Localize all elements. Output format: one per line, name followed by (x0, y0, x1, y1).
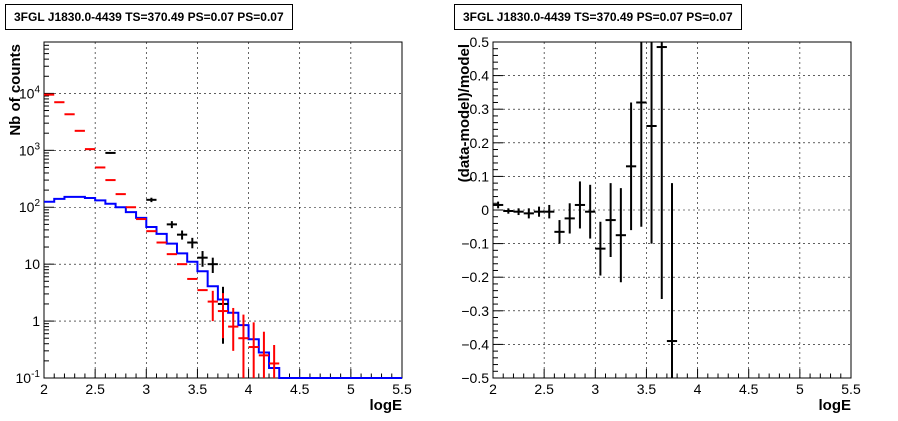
x-axis-title: logE (819, 397, 852, 414)
x-tick-label: 3.5 (188, 381, 208, 397)
y-tick-label: −0.1 (461, 236, 489, 252)
left-chart-title: 3FGL J1830.0-4439 TS=370.49 PS=0.07 PS=0… (5, 4, 293, 30)
y-tick-label: 0.3 (470, 101, 490, 117)
model-histogram-line (44, 195, 402, 379)
left-chart-panel: 2 2.5 3 3.5 4 4.5 5 5.5 10-1 1 10 102 103 104 logE Nb o… (5, 4, 412, 414)
y-tick-label: 10 (24, 256, 40, 272)
x-axis-title: logE (370, 397, 403, 414)
y-tick-label: 0 (481, 202, 489, 218)
x-tick-label: 3 (591, 381, 599, 397)
y-tick-label: 1 (32, 313, 40, 329)
right-chart-title: 3FGL J1830.0-4439 TS=370.49 PS=0.07 PS=0… (454, 4, 742, 30)
x-tick-label: 4.5 (290, 381, 310, 397)
y-tick-label: −0.2 (461, 269, 489, 285)
y-tick-label: 0.1 (470, 168, 490, 184)
right-chart-panel: 2 2.5 3 3.5 4 4.5 5 5.5 −0.5 −0.4 −0.3 −0.2 −0.1 0 0.1… (449, 0, 898, 421)
y-tick-label: 103 (19, 141, 41, 158)
y-tick-label: 0.2 (470, 135, 490, 151)
x-tick-label: 5.5 (392, 381, 412, 397)
y-tick-label: 0.5 (470, 34, 490, 50)
x-tick-label: 5.5 (841, 381, 861, 397)
x-tick-label: 2.5 (85, 381, 105, 397)
counts-chart: 2 2.5 3 3.5 4 4.5 5 5.5 10-1 1 10 102 103 104 logE Nb o… (7, 41, 412, 414)
y-tick-label: −0.4 (461, 336, 489, 352)
y-axis-title: Nb of counts (7, 44, 24, 136)
x-tick-label: 5 (796, 381, 804, 397)
y-axis-title: (data-model)/model (456, 44, 473, 182)
x-tick-label: 3.5 (637, 381, 657, 397)
x-tick-label: 2 (40, 381, 48, 397)
x-tick-label: 4 (694, 381, 702, 397)
y-tick-label: 10-1 (16, 369, 41, 386)
x-tick-label: 4 (245, 381, 253, 397)
y-tick-label: −0.5 (461, 370, 489, 386)
x-tick-label: 2 (489, 381, 497, 397)
y-tick-label: 104 (19, 84, 41, 101)
x-tick-label: 2.5 (534, 381, 554, 397)
y-tick-label: 102 (19, 198, 41, 215)
x-tick-label: 4.5 (739, 381, 759, 397)
y-tick-label: 0.4 (470, 68, 490, 84)
x-tick-label: 3 (142, 381, 150, 397)
x-tick-label: 5 (347, 381, 355, 397)
y-tick-label: −0.3 (461, 303, 489, 319)
residuals-chart: 2 2.5 3 3.5 4 4.5 5 5.5 −0.5 −0.4 −0.3 −0.2 −0.1 0 0.1… (456, 34, 861, 414)
